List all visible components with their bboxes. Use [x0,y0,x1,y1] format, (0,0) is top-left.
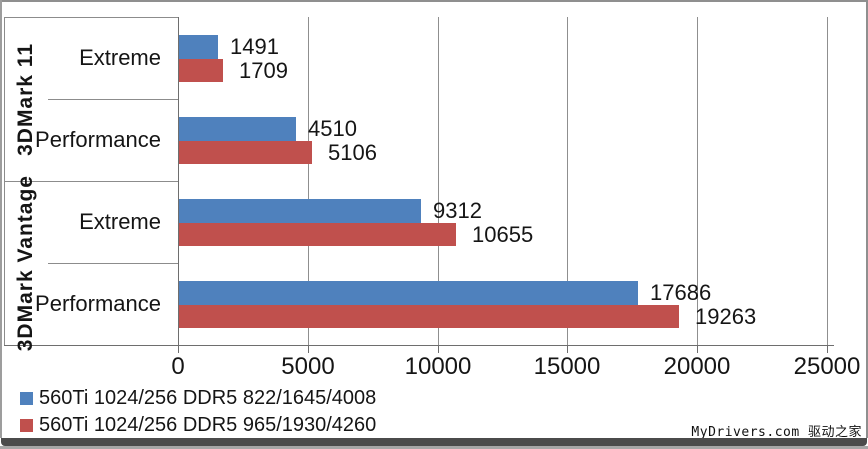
x-tick-label: 0 [171,353,185,380]
group-label: 3DMark 11 [4,17,48,181]
x-axis-tick [308,346,309,353]
legend-item-series1: 560Ti 1024/256 DDR5 822/1645/4008 [20,386,376,411]
x-tick-label: 5000 [281,353,335,380]
legend-label: 560Ti 1024/256 DDR5 822/1645/4008 [39,387,377,409]
window-right-edge [866,0,868,438]
group-label-text: 3DMark 11 [14,42,37,156]
bar-series2-row3 [179,223,456,246]
bar-series1-row1 [179,35,218,59]
bar-value-label: 5106 [328,139,377,165]
bar-series2-row4 [179,305,679,328]
category-label: Performance [35,291,161,316]
x-axis-tick [827,346,828,353]
category-label: Extreme [79,209,161,234]
bar-value-label: 9312 [433,198,482,223]
bar-value-label: 17686 [650,280,712,305]
category-area-top-border [4,17,179,18]
bar-series1-row3 [179,199,421,223]
x-tick-label: 15000 [533,353,601,380]
gridline [827,17,828,345]
y-axis-line [178,17,179,346]
window-left-edge [0,0,2,438]
gridline [308,17,309,345]
bar-value-label: 4510 [308,116,357,141]
legend-label: 560Ti 1024/256 DDR5 965/1930/4260 [39,414,377,436]
x-axis-tick [178,346,179,353]
bar-series1-row2 [179,117,296,141]
group-label-text: 3DMark Vantage [14,174,37,352]
group-label: 3DMark Vantage [4,175,48,351]
category-label: Extreme [79,45,161,70]
watermark: MyDrivers.com 驱动之家 [691,425,862,440]
bar-value-label: 10655 [472,221,534,247]
category-separator-line [48,263,179,264]
x-axis-line [4,345,834,346]
x-tick-label: 10000 [404,353,472,380]
x-tick-label: 25000 [793,353,861,380]
window-top-edge [0,0,868,2]
gridline [697,17,698,345]
bar-value-label: 1709 [239,57,288,83]
bar-value-label: 19263 [695,303,757,329]
group-separator-line [4,181,179,182]
bar-series2-row1 [179,59,223,82]
legend-swatch [20,419,33,432]
window-bottom-edge [1,438,867,446]
gridline [567,17,568,345]
x-axis-tick [567,346,568,353]
gridline [438,17,439,345]
x-axis-tick [697,346,698,353]
bar-series1-row4 [179,281,638,305]
x-tick-label: 20000 [663,353,731,380]
category-separator-line [48,99,179,100]
bar-series2-row2 [179,141,312,164]
bar-value-label: 1491 [230,34,279,59]
category-label: Performance [35,127,161,152]
window-bottom-shadow [0,446,868,449]
x-axis-tick [438,346,439,353]
legend-swatch [20,392,33,405]
legend-item-series2: 560Ti 1024/256 DDR5 965/1930/4260 [20,413,376,438]
